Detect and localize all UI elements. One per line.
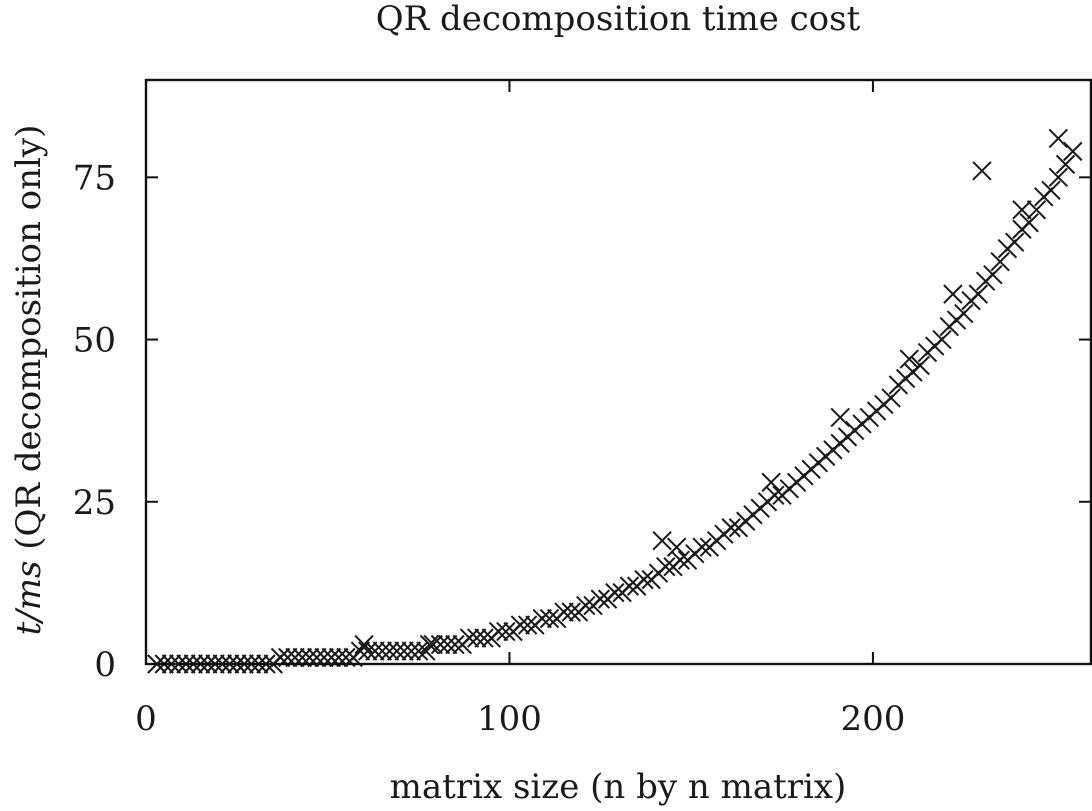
data-point xyxy=(408,641,429,661)
data-point xyxy=(910,355,930,376)
y-tick-label: 25 xyxy=(73,483,116,523)
data-point xyxy=(634,569,654,590)
data-point xyxy=(932,329,952,350)
data-point xyxy=(590,589,611,609)
data-point xyxy=(692,537,712,557)
data-point xyxy=(459,628,480,648)
y-tick-label: 75 xyxy=(73,158,116,198)
data-point xyxy=(401,641,422,661)
data-point xyxy=(423,634,443,655)
data-point xyxy=(1004,232,1025,252)
data-point xyxy=(972,161,992,181)
data-point xyxy=(721,518,741,538)
data-point xyxy=(619,576,640,596)
data-point xyxy=(670,550,690,570)
data-point xyxy=(539,608,560,629)
data-point xyxy=(666,537,687,557)
data-point xyxy=(488,621,509,642)
y-tick-label: 50 xyxy=(73,321,116,361)
data-point xyxy=(765,485,785,505)
x-tick-label: 200 xyxy=(840,699,905,739)
data-point xyxy=(983,264,1003,285)
data-point xyxy=(1055,154,1076,175)
chart-title: QR decomposition time cost xyxy=(376,0,861,39)
data-point xyxy=(1048,167,1068,188)
data-point xyxy=(365,641,385,661)
data-point xyxy=(394,641,414,661)
y-tick-label: 0 xyxy=(94,645,116,685)
x-tick-label: 100 xyxy=(477,699,542,739)
data-point xyxy=(419,634,440,655)
x-tick-labels: 0 100 200 xyxy=(135,699,905,739)
y-axis-label-description: (QR decomposition only) xyxy=(9,125,49,561)
data-point xyxy=(968,284,989,304)
x-tick-label: 0 xyxy=(135,699,157,739)
data-points xyxy=(147,128,1083,674)
data-point xyxy=(496,621,516,642)
data-point xyxy=(943,284,963,304)
data-point xyxy=(652,531,672,551)
data-point xyxy=(474,628,494,648)
data-point xyxy=(881,388,901,408)
data-point xyxy=(350,641,371,661)
data-point xyxy=(372,641,392,661)
data-point xyxy=(899,349,919,369)
data-point xyxy=(761,472,781,493)
y-axis-label: t/ms (QR decomposition only) xyxy=(9,125,49,636)
data-point xyxy=(1019,213,1039,233)
data-point xyxy=(561,602,581,622)
tick-marks xyxy=(145,80,1091,665)
data-point xyxy=(1012,200,1032,220)
plot-frame xyxy=(144,78,1092,666)
data-point xyxy=(830,407,850,428)
y-tick-labels: 0 25 50 75 xyxy=(73,158,116,685)
data-point xyxy=(437,634,458,655)
data-point xyxy=(954,303,974,324)
data-point xyxy=(517,615,538,635)
data-point xyxy=(576,595,596,616)
data-point xyxy=(990,251,1010,272)
data-point xyxy=(605,582,625,603)
data-point xyxy=(656,556,676,577)
data-point xyxy=(1041,180,1061,201)
data-point xyxy=(354,634,374,655)
data-point xyxy=(445,634,465,655)
data-point xyxy=(510,615,531,635)
y-axis-label-variable: t/ms xyxy=(9,561,49,636)
data-point xyxy=(467,628,487,648)
data-point xyxy=(387,641,407,661)
x-axis-label: matrix size (n by n matrix) xyxy=(390,767,847,807)
data-point xyxy=(532,608,552,629)
data-point xyxy=(1048,128,1068,149)
data-point xyxy=(1063,141,1083,162)
data-point xyxy=(554,602,574,622)
data-point xyxy=(379,641,400,661)
data-point xyxy=(1026,200,1047,220)
data-point xyxy=(358,641,378,661)
